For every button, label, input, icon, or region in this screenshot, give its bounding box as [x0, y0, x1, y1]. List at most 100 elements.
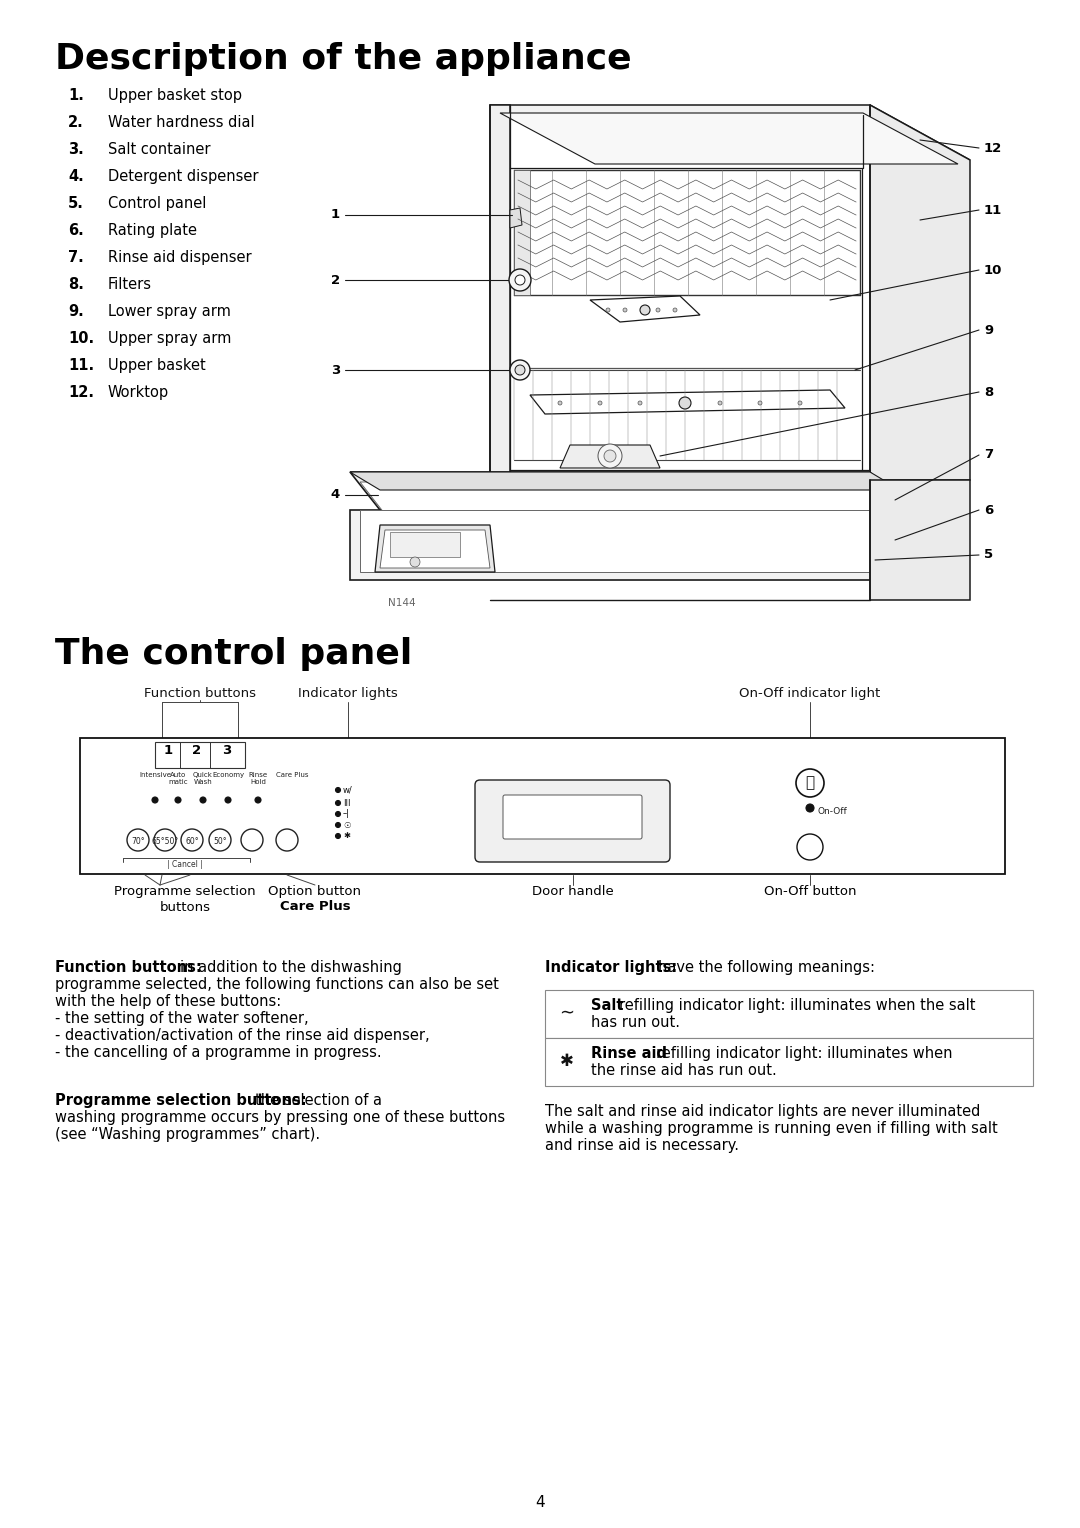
Text: 5: 5 — [984, 549, 994, 561]
Text: The control panel: The control panel — [55, 637, 413, 671]
Circle shape — [210, 830, 231, 851]
Text: The salt and rinse aid indicator lights are never illuminated: The salt and rinse aid indicator lights … — [545, 1105, 981, 1118]
Text: Rinse aid: Rinse aid — [591, 1047, 667, 1060]
Text: 6.: 6. — [68, 223, 84, 238]
Polygon shape — [490, 105, 970, 160]
Text: 11: 11 — [984, 203, 1002, 217]
Text: Door handle: Door handle — [532, 885, 613, 898]
Text: 9: 9 — [984, 324, 994, 336]
Text: Care Plus: Care Plus — [275, 772, 308, 778]
Text: Lower spray arm: Lower spray arm — [108, 304, 231, 319]
Circle shape — [638, 400, 642, 405]
Text: Upper basket stop: Upper basket stop — [108, 89, 242, 102]
Circle shape — [200, 798, 206, 804]
Circle shape — [598, 400, 602, 405]
Polygon shape — [490, 105, 510, 480]
Text: | Cancel |: | Cancel | — [167, 860, 203, 869]
Polygon shape — [870, 105, 970, 480]
Circle shape — [623, 309, 627, 312]
Text: Upper spray arm: Upper spray arm — [108, 332, 231, 345]
Polygon shape — [514, 170, 530, 295]
Text: On-Off button: On-Off button — [764, 885, 856, 898]
Circle shape — [673, 309, 677, 312]
Circle shape — [154, 830, 176, 851]
Bar — [360, 510, 885, 571]
Text: Ⓘ: Ⓘ — [806, 776, 814, 790]
Text: in addition to the dishwashing: in addition to the dishwashing — [180, 960, 402, 975]
Text: 8: 8 — [984, 385, 994, 399]
Text: washing programme occurs by pressing one of these buttons: washing programme occurs by pressing one… — [55, 1109, 505, 1125]
Text: 2: 2 — [330, 274, 340, 287]
Circle shape — [515, 275, 525, 286]
Polygon shape — [561, 445, 660, 468]
Bar — [545, 1038, 1032, 1086]
Circle shape — [336, 801, 340, 805]
Text: 1: 1 — [163, 744, 173, 756]
Polygon shape — [350, 510, 900, 581]
Text: - deactivation/activation of the rinse aid dispenser,: - deactivation/activation of the rinse a… — [55, 1028, 430, 1044]
Text: - the cancelling of a programme in progress.: - the cancelling of a programme in progr… — [55, 1045, 381, 1060]
FancyBboxPatch shape — [475, 779, 670, 862]
Polygon shape — [350, 472, 900, 490]
Polygon shape — [875, 481, 900, 581]
Text: N144: N144 — [388, 597, 416, 608]
Text: Water hardness dial: Water hardness dial — [108, 115, 255, 130]
Text: Rating plate: Rating plate — [108, 223, 197, 238]
Text: Control panel: Control panel — [108, 196, 206, 211]
Text: Programme selection
buttons: Programme selection buttons — [114, 885, 256, 914]
Polygon shape — [590, 296, 700, 322]
Text: 70°: 70° — [131, 837, 145, 847]
Text: - the setting of the water softener,: - the setting of the water softener, — [55, 1012, 309, 1025]
Circle shape — [509, 269, 531, 290]
Text: Indicator lights:: Indicator lights: — [545, 960, 677, 975]
Circle shape — [276, 830, 298, 851]
Text: 3.: 3. — [68, 142, 84, 157]
Text: Auto
matic: Auto matic — [168, 772, 188, 785]
Text: 4: 4 — [536, 1494, 544, 1510]
Text: 10.: 10. — [68, 332, 94, 345]
Text: 5.: 5. — [68, 196, 84, 211]
Circle shape — [127, 830, 149, 851]
Text: refilling indicator light: illuminates when the salt: refilling indicator light: illuminates w… — [619, 998, 975, 1013]
Text: Indicator lights: Indicator lights — [298, 688, 397, 700]
Text: ∼: ∼ — [559, 1004, 575, 1022]
Text: Function buttons:: Function buttons: — [55, 960, 202, 975]
Text: while a washing programme is running even if filling with salt: while a washing programme is running eve… — [545, 1122, 998, 1135]
Text: III: III — [343, 799, 351, 807]
Circle shape — [656, 309, 660, 312]
Circle shape — [679, 397, 691, 410]
Circle shape — [604, 451, 616, 461]
Circle shape — [718, 400, 723, 405]
Text: Rinse aid dispenser: Rinse aid dispenser — [108, 251, 252, 264]
Text: Upper basket: Upper basket — [108, 358, 206, 373]
Circle shape — [758, 400, 762, 405]
Text: ✱: ✱ — [561, 1051, 573, 1070]
Circle shape — [410, 558, 420, 567]
Circle shape — [640, 306, 650, 315]
Text: 1: 1 — [330, 208, 340, 222]
Text: Salt: Salt — [591, 998, 623, 1013]
Circle shape — [225, 798, 231, 804]
Circle shape — [241, 830, 264, 851]
Text: have the following meanings:: have the following meanings: — [658, 960, 875, 975]
Text: 10: 10 — [984, 263, 1002, 277]
Text: On-Off indicator light: On-Off indicator light — [740, 688, 880, 700]
Text: 50°: 50° — [213, 837, 227, 847]
Text: Care Plus: Care Plus — [280, 900, 350, 914]
Polygon shape — [380, 530, 490, 568]
Text: 12: 12 — [984, 142, 1002, 154]
Circle shape — [606, 309, 610, 312]
Text: 6: 6 — [984, 504, 994, 516]
Text: 60°: 60° — [185, 837, 199, 847]
Polygon shape — [510, 208, 522, 228]
Text: the rinse aid has run out.: the rinse aid has run out. — [591, 1063, 777, 1077]
Bar — [545, 990, 1032, 1038]
Circle shape — [255, 798, 261, 804]
Text: 9.: 9. — [68, 304, 84, 319]
Polygon shape — [530, 390, 845, 414]
Polygon shape — [375, 526, 495, 571]
Text: (see “Washing programmes” chart).: (see “Washing programmes” chart). — [55, 1128, 320, 1141]
Circle shape — [798, 400, 802, 405]
Text: 3: 3 — [222, 744, 231, 756]
Text: On-Off: On-Off — [818, 807, 848, 816]
